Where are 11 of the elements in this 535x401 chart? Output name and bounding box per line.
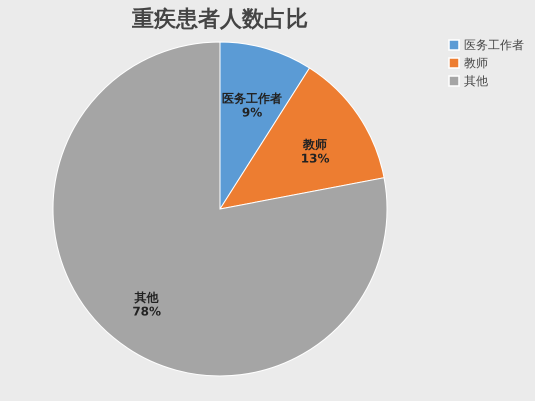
legend-label: 其他 (464, 74, 488, 88)
chart-title: 重疾患者人数占比 (131, 7, 308, 32)
legend-label: 医务工作者 (464, 38, 524, 52)
data-label: 13% (300, 151, 330, 166)
slice-label: 其他 (134, 290, 160, 305)
legend-label: 教师 (464, 56, 488, 70)
pie-slice (52, 42, 388, 376)
data-label: 78% (132, 304, 162, 319)
slice-label: 教师 (302, 137, 328, 152)
data-label: 9% (242, 106, 262, 120)
slice-label: 医务工作者 (222, 92, 282, 106)
